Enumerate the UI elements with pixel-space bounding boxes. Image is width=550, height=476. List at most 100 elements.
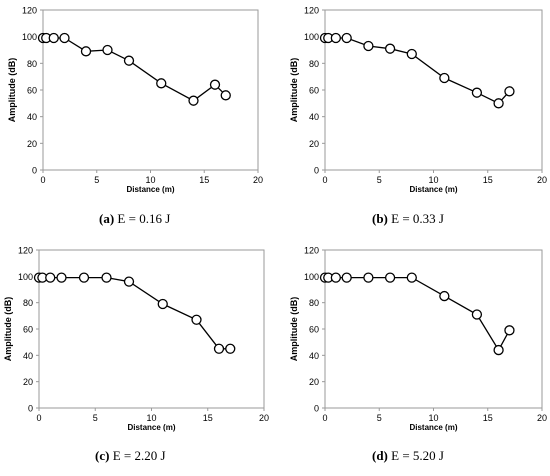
y-tick-label-d: 120 [304,246,319,256]
y-tick-label-c: 40 [23,351,33,361]
data-point-a [123,55,135,66]
y-tick-label-b: 100 [304,32,319,42]
x-tick-label-b: 0 [322,175,327,185]
caption-b-label: (b) [372,211,388,226]
data-point-b [341,32,352,44]
x-tick-label-a: 5 [94,175,99,185]
x-tick-label-b: 20 [537,175,547,185]
y-tick-label-b: 0 [314,166,319,176]
x-tick-label-b: 15 [483,175,493,185]
data-point-a [102,44,113,56]
y-axis-title-c: Amplitude (dB) [3,297,13,362]
caption-c-text: E = 2.20 J [112,448,166,463]
data-point-b [471,87,483,98]
y-tick-label-a: 40 [27,112,37,122]
data-point-d [384,272,396,283]
y-tick-label-a: 60 [27,86,37,96]
data-point-b [504,86,515,97]
x-axis-title-a: Distance (m) [126,185,174,194]
y-tick-label-a: 120 [22,6,37,16]
y-tick-label-b: 40 [309,112,319,122]
data-point-d [471,309,483,320]
x-tick-label-c: 15 [203,413,213,423]
data-point-d [406,272,417,283]
y-tick-label-a: 20 [27,139,37,149]
y-tick-label-b: 120 [304,6,319,16]
x-tick-label-d: 20 [537,413,547,423]
data-point-c [191,314,202,325]
caption-a-text: E = 0.16 J [117,211,171,226]
y-axis-title-b: Amplitude (dB) [289,58,299,123]
series-line-c [39,276,231,350]
y-tick-label-c: 20 [23,377,33,387]
plot-frame-c [38,249,265,409]
data-point-b [330,32,342,44]
y-tick-label-b: 20 [309,139,319,149]
data-point-c [225,343,236,354]
y-axis-title-d: Amplitude (dB) [289,297,299,362]
x-tick-label-c: 10 [146,413,156,423]
data-point-c [56,272,67,283]
caption-a-label: (a) [99,211,115,226]
y-tick-label-d: 40 [309,351,319,361]
x-tick-label-c: 0 [36,413,41,423]
x-tick-label-b: 10 [428,175,438,185]
y-tick-label-d: 100 [304,272,319,282]
series-line-a [43,37,227,102]
chart-c: 0 20 40 60 80 100 120 0 5 10 15 20 Distance (m) Ampli… [3,246,269,433]
x-tick-label-a: 15 [199,175,209,185]
x-tick-label-d: 15 [483,413,493,423]
y-axis-title-a: Amplitude (dB) [7,58,17,123]
y-tick-label-d: 80 [309,298,319,308]
data-point-c [123,276,135,287]
data-point-d [439,290,450,302]
y-tick-label-a: 80 [27,59,37,69]
x-tick-label-c: 5 [93,413,98,423]
data-point-b [363,40,374,52]
data-point-c [213,343,225,354]
caption-d-text: E = 5.20 J [391,448,444,463]
y-tick-label-a: 0 [32,166,37,176]
x-axis-title-d: Distance (m) [409,423,457,432]
data-point-d [504,325,515,336]
caption-c-label: (c) [95,448,110,463]
data-point-a [156,78,167,89]
y-tick-label-c: 120 [18,246,33,256]
x-tick-label-a: 10 [145,175,155,185]
caption-d: (d) E = 5.20 J [372,448,444,464]
y-tick-label-c: 100 [18,272,33,282]
y-tick-label-b: 60 [309,86,319,96]
data-point-c [78,272,90,283]
y-tick-label-d: 0 [314,404,319,414]
y-tick-label-c: 60 [23,325,33,335]
data-point-c [157,298,168,310]
data-point-b [439,72,450,84]
x-tick-label-a: 20 [253,175,263,185]
x-tick-label-c: 20 [259,413,269,423]
data-point-b [384,43,396,54]
y-tick-label-d: 60 [309,325,319,335]
data-point-d [493,344,504,356]
data-point-a [220,90,231,101]
data-point-a [188,95,199,106]
data-point-c [45,272,56,283]
chart-b: 0 20 40 60 80 100 120 0 5 10 15 20 Distance (m) Ampli… [289,6,547,195]
x-tick-label-d: 5 [377,413,382,423]
data-point-b [493,98,504,109]
chart-d: 0 20 40 60 80 100 120 0 5 10 15 20 Distance (m) Ampli… [289,246,547,433]
chart-a: 0 20 40 60 80 100 120 0 5 10 15 20 Distance (m) Ampli… [7,6,263,195]
data-point-b [406,48,417,60]
data-point-c [101,272,112,283]
caption-b: (b) E = 0.33 J [372,211,444,227]
y-tick-label-a: 100 [22,32,37,42]
y-tick-label-b: 80 [309,59,319,69]
data-point-a [209,79,221,90]
caption-d-label: (d) [372,448,388,463]
caption-c: (c) E = 2.20 J [95,448,166,464]
caption-b-text: E = 0.33 J [391,211,444,226]
y-tick-label-d: 20 [309,377,319,387]
data-point-a [80,46,92,57]
data-point-d [341,272,352,283]
